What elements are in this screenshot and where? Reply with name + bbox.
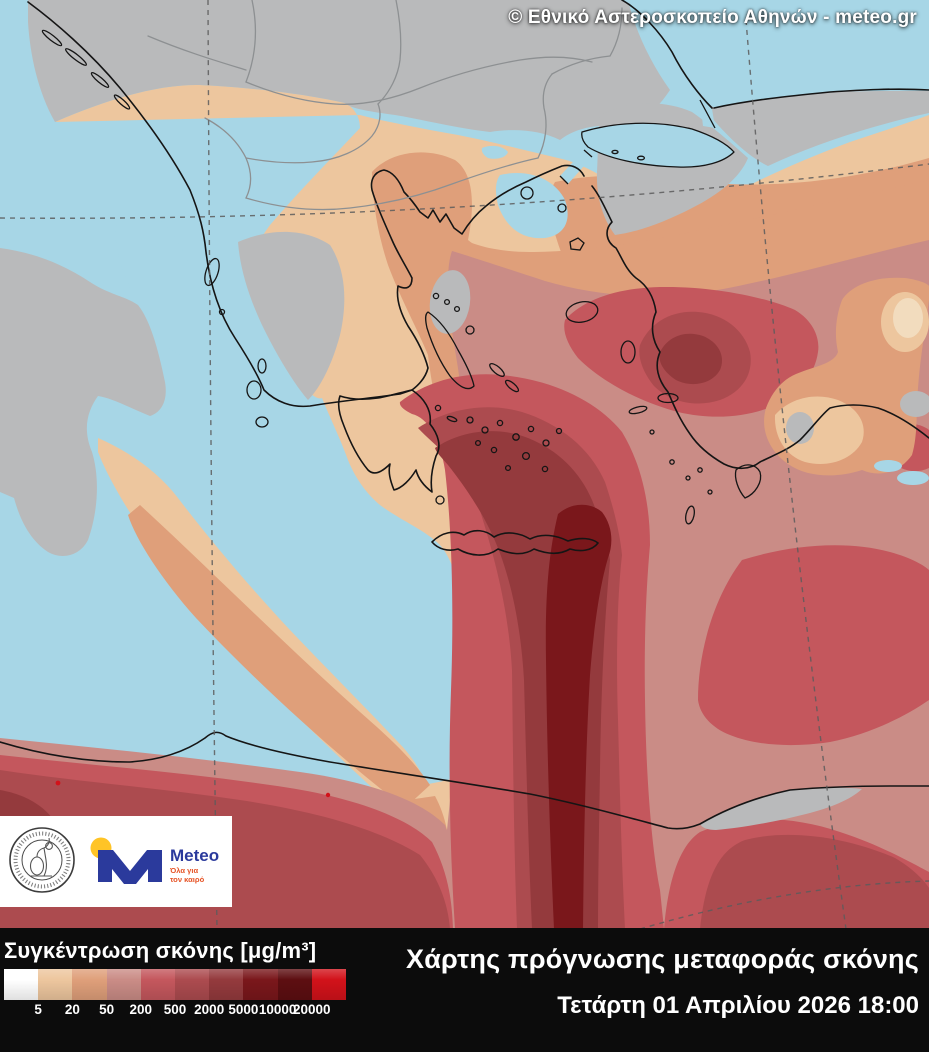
legend-swatch-4 [140, 969, 176, 1000]
legend-title: Συγκέντρωση σκόνης [μg/m³] [4, 938, 317, 963]
kythira [435, 495, 445, 505]
dust-forecast-map [0, 0, 929, 929]
balkans-land [28, 0, 670, 140]
legend-label: 500 [163, 1002, 187, 1017]
legend-swatch-6 [209, 969, 244, 1000]
crete-outline [431, 529, 599, 556]
black-sea [622, 0, 929, 108]
legend-swatch-3 [106, 969, 142, 1000]
legend-swatch-0 [4, 969, 39, 1000]
italy-land [0, 248, 166, 556]
legend-label: 20 [64, 1002, 80, 1017]
legend-label: 20000 [293, 1002, 331, 1017]
meteo-logo: Meteo Όλα για τον καιρό [90, 837, 219, 884]
kefalonia [246, 380, 262, 400]
legend-label: 50 [99, 1002, 115, 1017]
bottom-info-bar: Συγκέντρωση σκόνης [μg/m³] 5 20 50 200 500 20… [0, 928, 929, 1052]
corfu [204, 257, 220, 287]
legend-label: 2000 [194, 1002, 225, 1017]
noa-seal-logo [9, 827, 75, 893]
meteo-m-icon [98, 850, 162, 884]
dust-speck [325, 792, 331, 798]
svg-text:τον καιρό: τον καιρό [170, 875, 205, 884]
legend-label: 5000 [228, 1002, 259, 1017]
lesbos [565, 301, 599, 323]
sea-overlays [481, 0, 929, 485]
epirus-land [238, 231, 345, 400]
karpathos [685, 505, 695, 525]
rhodes [734, 464, 762, 499]
copyright-text: © Εθνικό Αστεροσκοπείο Αθηνών - meteo.gr [508, 7, 917, 28]
country-borders [147, 0, 623, 211]
turkish-coast [591, 185, 929, 470]
legend-label: 200 [129, 1002, 153, 1017]
greek-east-coast [370, 164, 585, 391]
graticule [0, 0, 929, 929]
dust-speck [55, 780, 61, 786]
legend-color-scale [4, 969, 347, 1000]
legend-swatch-2 [72, 969, 107, 1000]
legend-swatch-1 [38, 969, 73, 1000]
svg-text:Όλα για: Όλα για [169, 866, 199, 875]
map-title: Χάρτης πρόγνωσης μεταφοράς σκόνης [405, 944, 919, 974]
chios [620, 340, 636, 364]
legend-label: 10000 [258, 1002, 297, 1017]
euboea-outline [424, 311, 475, 390]
legend-swatch-9 [311, 969, 347, 1000]
north-aegean-pocket [495, 172, 568, 239]
legend-swatch-7 [243, 969, 278, 1000]
legend-swatch-8 [277, 969, 313, 1000]
legend-scale-labels: 5 20 50 200 500 2000 5000 10000 20000 [4, 1002, 346, 1020]
dust-legend: Συγκέντρωση σκόνης [μg/m³] 5 20 50 200 500 20… [4, 938, 364, 1020]
african-coast [0, 731, 929, 830]
legend-label: 5 [34, 1002, 42, 1017]
peloponnese-coast [337, 389, 440, 493]
marmara-sea [581, 123, 734, 168]
logo-box: Meteo Όλα για τον καιρό [0, 816, 232, 907]
map-datetime: Τετάρτη 01 Απριλίου 2026 18:00 [557, 992, 919, 1019]
meteo-wordmark: Meteo [170, 846, 219, 865]
zakynthos [255, 416, 269, 428]
islands [41, 29, 762, 525]
legend-swatch-5 [175, 969, 210, 1000]
